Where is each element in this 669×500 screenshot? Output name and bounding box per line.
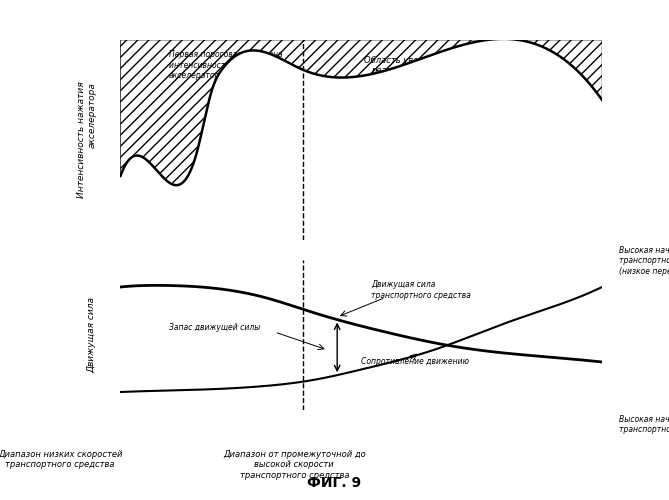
Text: Запас движущей силы: Запас движущей силы (169, 323, 260, 332)
Text: Диапазон низких скоростей
транспортного средства: Диапазон низких скоростей транспортного … (0, 450, 122, 469)
Text: Движущая сила: Движущая сила (88, 297, 96, 373)
Text: Интенсивность нажатия
акселератора: Интенсивность нажатия акселератора (77, 82, 96, 198)
Text: Первая пороговая величина
интенсивности нажатия
акселератора: Первая пороговая величина интенсивности … (169, 50, 282, 80)
Text: Сопротивление движению: Сопротивление движению (361, 358, 469, 366)
Text: Диапазон от промежуточной до
высокой скорости
транспортного средства: Диапазон от промежуточной до высокой ско… (223, 450, 366, 480)
Text: Высокая начальная скорость
транспортного средства: Высокая начальная скорость транспортного… (619, 414, 669, 434)
Text: Область не увеличенной
реактивной силы: Область не увеличенной реактивной силы (296, 110, 407, 130)
Text: Движущая сила
транспортного средства: Движущая сила транспортного средства (371, 280, 471, 299)
Text: Область увеличения
реактивной силы: Область увеличения реактивной силы (364, 56, 455, 76)
Text: Высокая начальная скорость
транспортного средства
(низкое передаточное отношение: Высокая начальная скорость транспортного… (619, 246, 669, 276)
Text: Вторая пороговая величина
интенсивности нажатия акселератора: Вторая пороговая величина интенсивности … (369, 136, 527, 156)
Text: ФИГ. 9: ФИГ. 9 (308, 476, 361, 490)
